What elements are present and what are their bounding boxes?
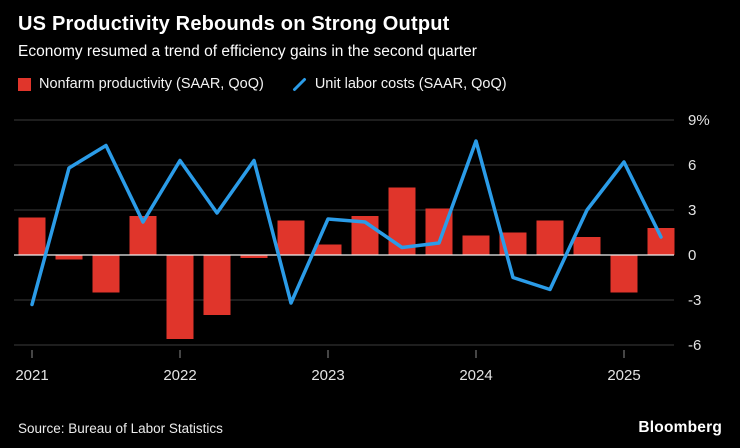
legend-item-productivity: Nonfarm productivity (SAAR, QoQ)	[18, 76, 264, 92]
legend-label-unit-labor-costs: Unit labor costs (SAAR, QoQ)	[314, 76, 507, 92]
y-axis-label: 9%	[688, 112, 710, 129]
x-axis-label: 2024	[459, 367, 492, 384]
productivity-bar	[166, 255, 194, 339]
bloomberg-logo: Bloomberg	[638, 419, 722, 436]
chart-title: US Productivity Rebounds on Strong Outpu…	[18, 13, 450, 35]
productivity-bar	[55, 255, 83, 260]
legend-label-productivity: Nonfarm productivity (SAAR, QoQ)	[39, 76, 264, 92]
productivity-bar	[388, 187, 416, 255]
productivity-bar	[314, 244, 342, 255]
blue-line-marker	[292, 77, 306, 91]
y-axis-label: -6	[688, 337, 701, 354]
y-axis-label: -3	[688, 292, 701, 309]
legend: Nonfarm productivity (SAAR, QoQ) Unit la…	[0, 61, 740, 92]
legend-item-unit-labor-costs: Unit labor costs (SAAR, QoQ)	[292, 76, 507, 92]
productivity-bar	[277, 220, 305, 255]
x-axis-label: 2021	[15, 367, 48, 384]
productivity-bar	[203, 255, 231, 315]
chart-plot-area: 9% 6 3 0 -3 -6 2021 2022 2023 2024 2025	[14, 112, 710, 384]
unit-labor-costs-line	[30, 139, 663, 307]
productivity-bar	[573, 237, 601, 255]
y-axis-label: 6	[688, 157, 696, 174]
productivity-bar	[536, 220, 564, 255]
red-square-marker	[18, 77, 31, 91]
source-note: Source: Bureau of Labor Statistics	[18, 420, 223, 436]
x-axis-label: 2025	[607, 367, 640, 384]
productivity-bar	[92, 255, 120, 293]
productivity-bar	[18, 217, 46, 255]
y-axis-label: 0	[688, 247, 696, 264]
chart-footer: Source: Bureau of Labor Statistics Bloom…	[0, 419, 740, 437]
x-axis-label: 2023	[311, 367, 344, 384]
chart-subtitle: Economy resumed a trend of efficiency ga…	[18, 43, 477, 60]
productivity-bar	[462, 235, 490, 255]
productivity-bar	[240, 255, 268, 258]
y-axis-label: 3	[688, 202, 696, 219]
chart-header: US Productivity Rebounds on Strong Outpu…	[0, 0, 740, 61]
productivity-bar	[647, 228, 675, 255]
productivity-bar	[610, 255, 638, 293]
x-axis-label: 2022	[163, 367, 196, 384]
